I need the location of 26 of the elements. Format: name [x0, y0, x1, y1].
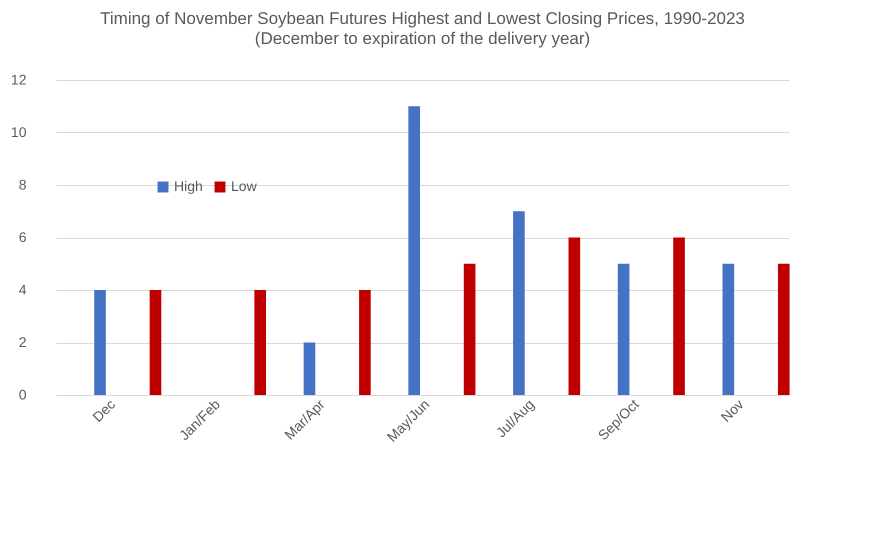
bar [94, 290, 106, 395]
y-tick-label: 2 [18, 334, 27, 350]
y-tick-label: 10 [10, 124, 27, 140]
chart-title: Timing of November Soybean Futures Highest and Lowest Closing Prices, 1990-2023 [100, 9, 745, 28]
bar [722, 264, 734, 395]
bar [568, 238, 580, 395]
bar [513, 211, 525, 395]
legend-label: High [174, 178, 203, 194]
bar [618, 264, 630, 395]
legend-label: Low [231, 178, 258, 194]
bar [778, 264, 790, 395]
x-tick-label: Nov [718, 396, 747, 426]
bar [150, 290, 162, 395]
bar [464, 264, 476, 395]
y-tick-label: 6 [18, 229, 27, 245]
bar [673, 238, 685, 395]
x-tick-label: Dec [89, 396, 118, 426]
y-tick-label: 8 [18, 176, 27, 192]
y-tick-label: 0 [18, 386, 27, 402]
bar [359, 290, 371, 395]
bar [408, 106, 420, 395]
bar [254, 290, 266, 395]
bar [304, 342, 316, 395]
chart-subtitle: (December to expiration of the delivery year) [254, 29, 590, 48]
y-tick-label: 12 [10, 72, 27, 88]
y-tick-label: 4 [18, 282, 27, 298]
